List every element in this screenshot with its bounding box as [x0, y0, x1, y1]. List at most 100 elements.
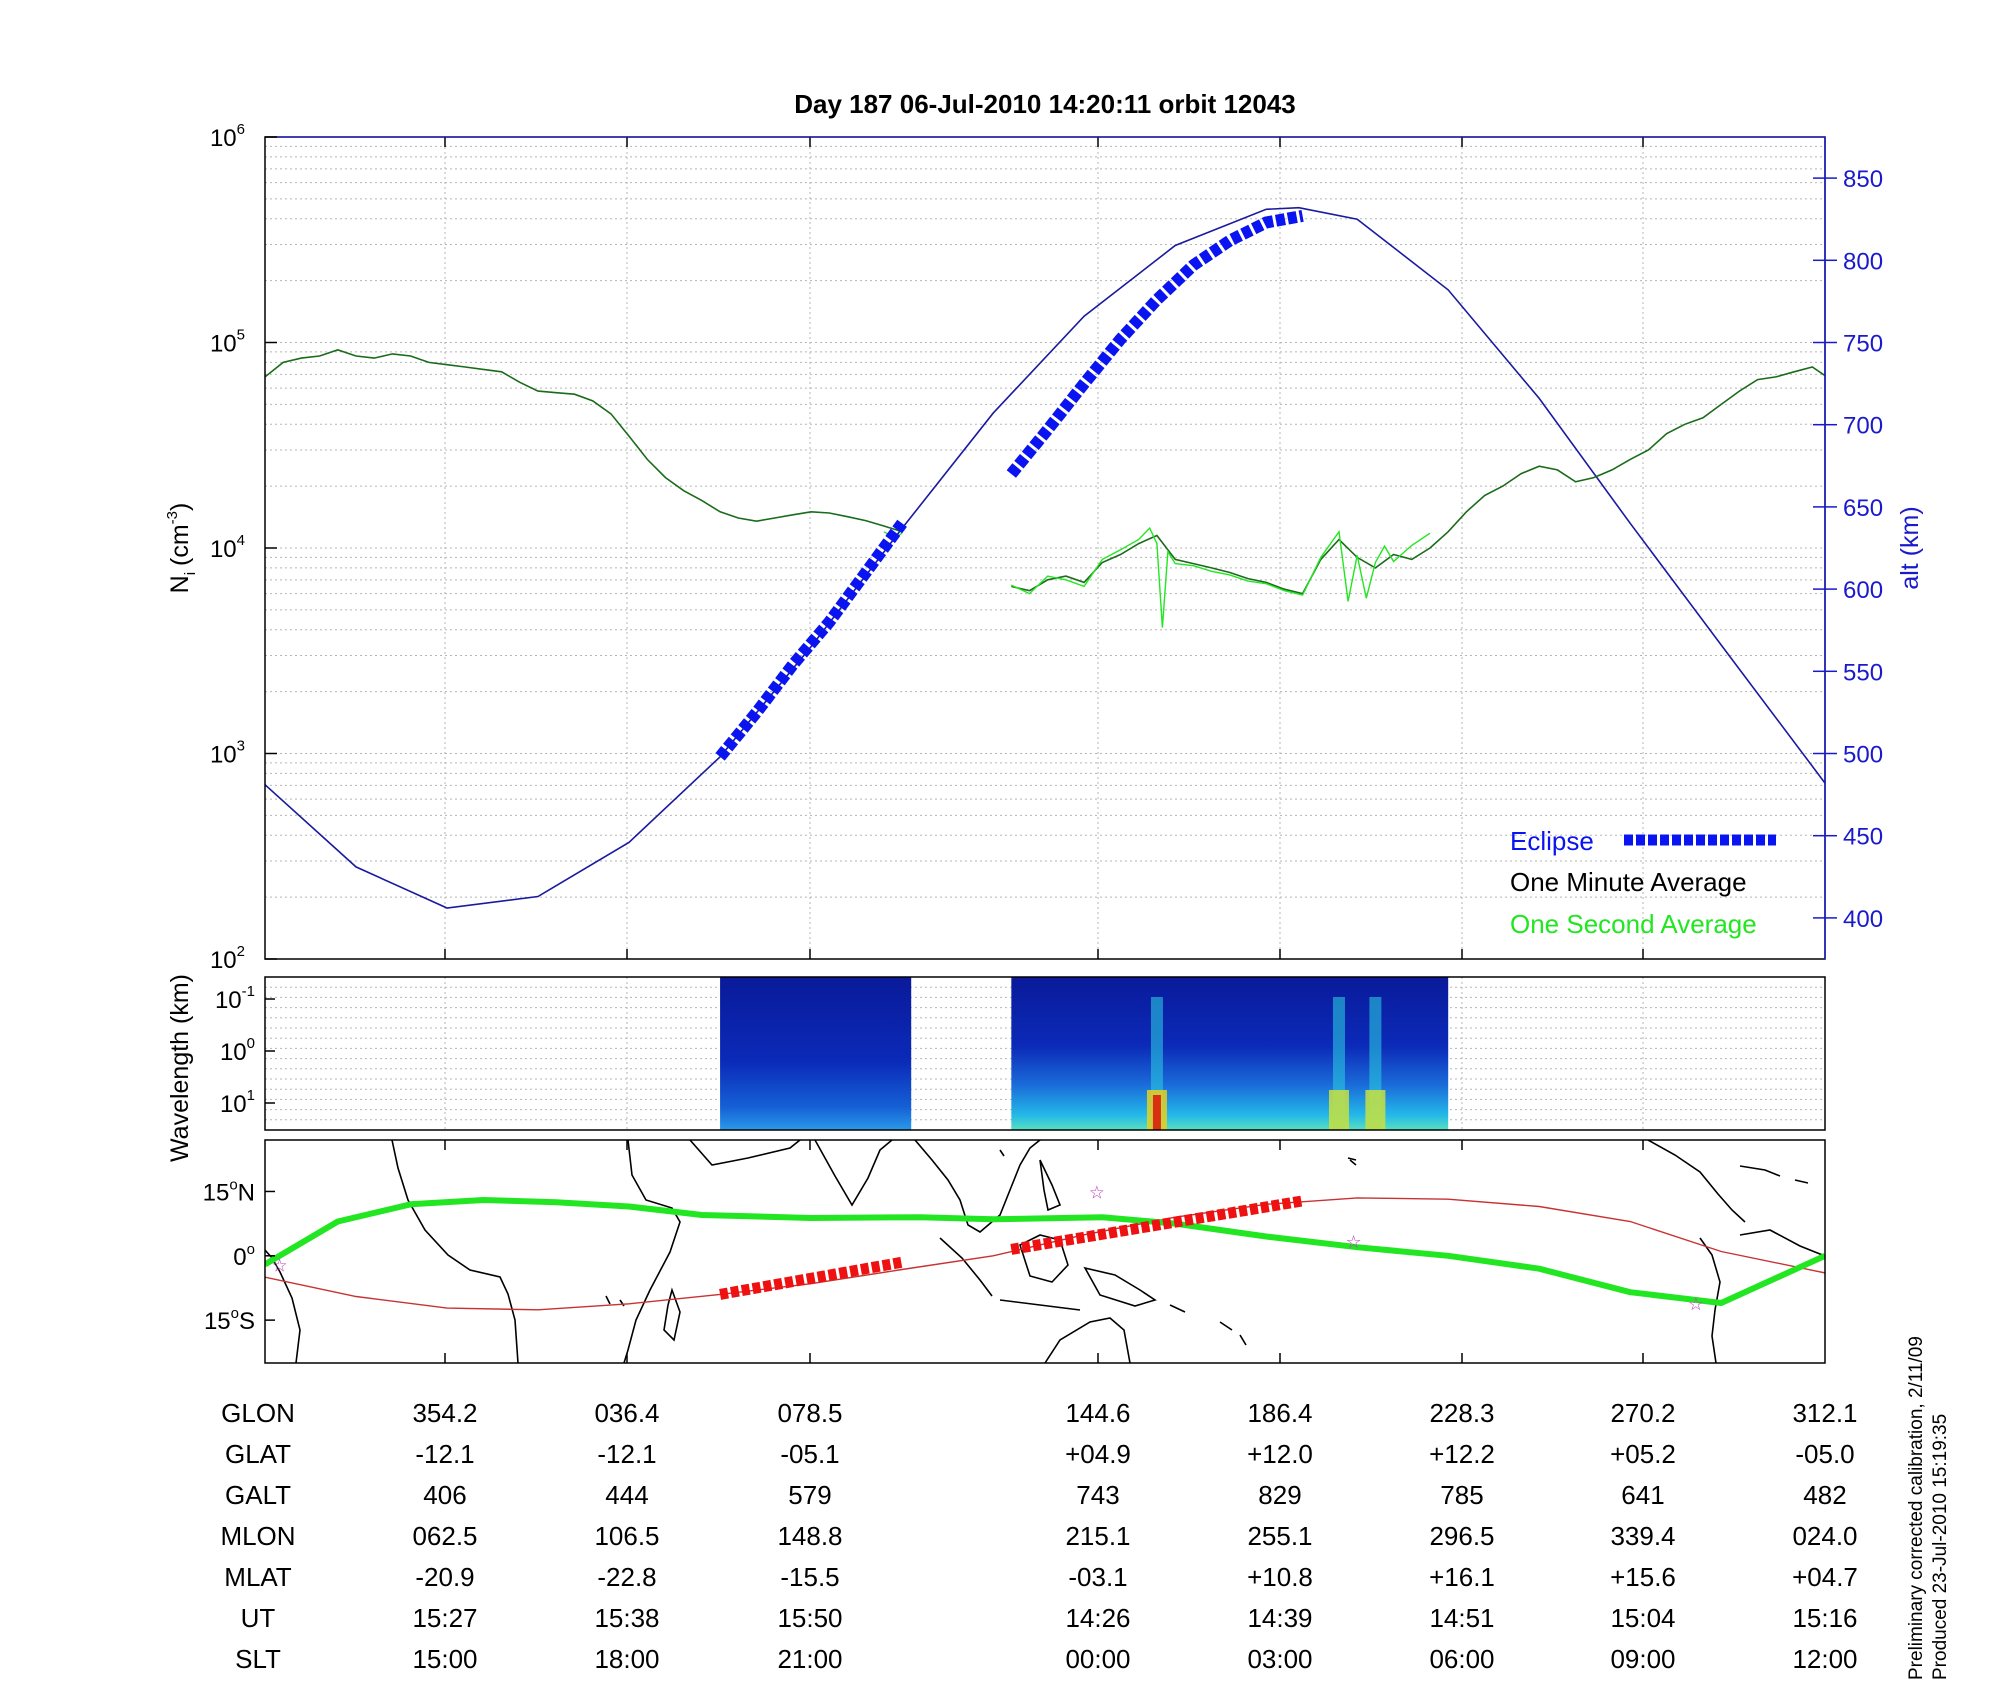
table-cell: 14:39: [1247, 1603, 1312, 1633]
y-tick-label: 105: [210, 327, 245, 358]
spec-y-tick-base: 10: [220, 1039, 247, 1066]
coast-caribbean: [1739, 1165, 1809, 1184]
table-cell: 15:38: [594, 1603, 659, 1633]
eclipse-track-line: [1010, 1195, 1304, 1255]
table-cell: 743: [1076, 1480, 1119, 1510]
table-cell: 18:00: [594, 1644, 659, 1674]
ground-track-series: ☆ ☆ ☆ ☆: [265, 1182, 1825, 1315]
coastlines: [265, 1140, 1825, 1363]
star-marker: ☆: [1345, 1232, 1361, 1253]
alt-tick-label: 550: [1843, 659, 1883, 686]
spec-y-tick-exp: 1: [247, 1087, 255, 1104]
table-cell: +04.7: [1792, 1562, 1858, 1592]
table-row-label: GALT: [225, 1480, 291, 1510]
plot-title: Day 187 06-Jul-2010 14:20:11 orbit 12043: [794, 89, 1296, 119]
minute-average-line: [265, 349, 903, 533]
map-grid: [444, 1140, 1644, 1363]
y-tick-base: 10: [210, 947, 237, 974]
map-y-tick-degree: o: [247, 1241, 255, 1258]
table-cell: 186.4: [1247, 1398, 1312, 1428]
table-cell: 12:00: [1792, 1644, 1857, 1674]
altitude-y-ticks: 400 450 500 550 600 650 700 750 800 850: [1813, 166, 1883, 933]
spec-y-tick-exp: 0: [247, 1035, 255, 1052]
table-cell: -12.1: [415, 1439, 474, 1469]
table-cell: 296.5: [1429, 1521, 1494, 1551]
density-axis-label: Ni (cm-3): [164, 503, 199, 594]
star-marker: ☆: [1089, 1182, 1105, 1203]
density-axis-label-unit-close: ): [166, 503, 194, 511]
spec-y-tick-label: 101: [220, 1087, 255, 1118]
density-axis-label-unit-sup: -3: [164, 511, 181, 524]
eclipse-line: [1006, 209, 1304, 478]
table-cell: -22.8: [597, 1562, 656, 1592]
y-tick-exp: 6: [237, 121, 245, 138]
coast-java: [999, 1299, 1081, 1311]
coast-new-guinea: [1083, 1266, 1157, 1307]
table-cell: -05.1: [780, 1439, 839, 1469]
table-cell: 312.1: [1792, 1398, 1857, 1428]
table-cell: +15.6: [1610, 1562, 1676, 1592]
table-cell: 482: [1803, 1480, 1846, 1510]
altitude-axis-label: alt (km): [1896, 506, 1924, 589]
spec-y-tick-label: 10-1: [215, 983, 255, 1014]
table-cell: 255.1: [1247, 1521, 1312, 1551]
spec-y-tick-exp: -1: [242, 983, 255, 1000]
spec-y-tick-base: 10: [215, 987, 242, 1014]
spectrogram-hotspot-core: [1365, 1090, 1386, 1130]
table-cell: 062.5: [412, 1521, 477, 1551]
coast-atlantic-islands: [605, 1149, 1357, 1307]
table-cell: 106.5: [594, 1521, 659, 1551]
table-cell: +05.2: [1610, 1439, 1676, 1469]
density-axis-label-sub: i: [182, 572, 199, 575]
spec-y-tick-label: 100: [220, 1035, 255, 1066]
y-tick-label: 103: [210, 738, 245, 769]
table-cell: 09:00: [1610, 1644, 1675, 1674]
orbit-table: GLON 354.2 036.4 078.5 144.6 186.4 228.3 270.2 3…: [220, 1398, 1857, 1674]
altitude-line: [265, 206, 1825, 909]
y-tick-label: 104: [210, 532, 245, 563]
table-row-label: SLT: [235, 1644, 281, 1674]
alt-tick-label: 850: [1843, 166, 1883, 193]
y-tick-exp: 5: [237, 327, 245, 344]
table-row-label: MLON: [220, 1521, 295, 1551]
table-row-label: GLAT: [225, 1439, 291, 1469]
table-cell: 785: [1440, 1480, 1483, 1510]
legend-second-label: One Second Average: [1510, 909, 1757, 939]
coast-south-america-west: [1699, 1237, 1721, 1363]
table-cell: 339.4: [1610, 1521, 1675, 1551]
alt-tick-label: 800: [1843, 248, 1883, 275]
table-cell: 06:00: [1429, 1644, 1494, 1674]
coast-arabia-india: [689, 1140, 801, 1166]
table-cell: 406: [423, 1480, 466, 1510]
y-tick-base: 10: [210, 536, 237, 563]
map-y-tick-degree: o: [231, 1305, 239, 1322]
coast-se-asia: [914, 1140, 1041, 1233]
coast-central-america: [1647, 1140, 1746, 1223]
table-cell: -12.1: [597, 1439, 656, 1469]
coast-south-america-north: [1739, 1229, 1825, 1257]
legend-minute-label: One Minute Average: [1510, 867, 1747, 897]
map-y-tick-value: 0: [233, 1244, 246, 1271]
spec-y-tick-base: 10: [220, 1091, 247, 1118]
y-tick-base: 10: [210, 742, 237, 769]
table-cell: 03:00: [1247, 1644, 1312, 1674]
table-cell: 00:00: [1065, 1644, 1130, 1674]
map-y-tick-label: 15oS: [204, 1305, 255, 1335]
y-tick-base: 10: [210, 331, 237, 358]
eclipse-line: [715, 519, 907, 761]
alt-tick-label: 400: [1843, 906, 1883, 933]
table-cell: 270.2: [1610, 1398, 1675, 1428]
map-y-tick-suffix: N: [238, 1179, 255, 1206]
table-cell: 829: [1258, 1480, 1301, 1510]
table-cell: 15:00: [412, 1644, 477, 1674]
table-row-label: UT: [241, 1603, 276, 1633]
coast-pacific-islands: [1169, 1159, 1357, 1346]
table-cell: +04.9: [1065, 1439, 1131, 1469]
table-cell: 15:27: [412, 1603, 477, 1633]
produced-note: Produced 23-Jul-2010 15:19:35: [1930, 1414, 1951, 1680]
table-cell: 641: [1621, 1480, 1664, 1510]
coast-borneo: [1019, 1234, 1069, 1283]
alt-tick-label: 650: [1843, 495, 1883, 522]
